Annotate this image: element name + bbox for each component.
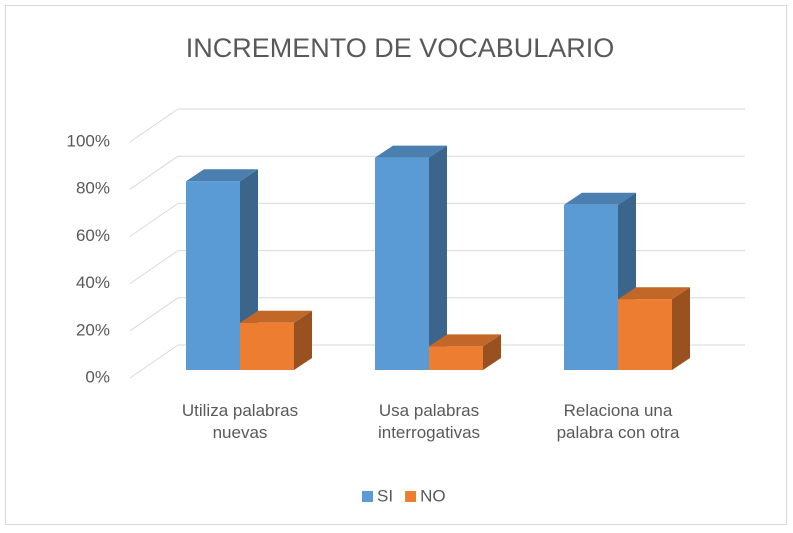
grid-line-depth [129,155,179,190]
y-tick-label: 100% [67,131,110,150]
grid-line-depth [129,344,179,379]
legend-label: NO [420,486,446,505]
legend-label: SI [377,486,393,505]
bar-top [429,334,501,347]
chart-title: INCREMENTO DE VOCABULARIO [186,33,615,63]
x-tick-label: Utiliza palabras nuevas [181,401,299,442]
bar-top [618,287,690,300]
bar-top [375,145,447,158]
bar-top [240,310,312,323]
bar [240,322,294,370]
grid-line-depth [129,250,179,285]
bar [618,299,672,370]
bar [564,204,618,370]
bar-top [186,169,258,182]
y-tick-label: 40% [76,273,110,292]
y-tick-label: 0% [85,367,110,386]
y-tick-label: 20% [76,320,110,339]
bar-top [564,192,636,205]
bar [429,346,483,370]
bar [186,181,240,370]
y-tick-label: 80% [76,179,110,198]
legend-swatch [405,491,417,502]
bar [375,157,429,370]
bar-side [294,310,312,370]
bar-side [483,334,501,370]
x-tick-label: Usa palabras interrogativas [377,401,481,442]
bar-side [429,145,447,370]
bar-side [672,287,690,370]
x-tick-label: Relaciona una palabra con otra [556,401,680,442]
legend-swatch [362,491,373,502]
y-tick-label: 60% [76,226,110,245]
grid-line-depth [129,297,179,332]
grid-line-depth [129,202,179,237]
grid-line-depth [129,108,179,143]
